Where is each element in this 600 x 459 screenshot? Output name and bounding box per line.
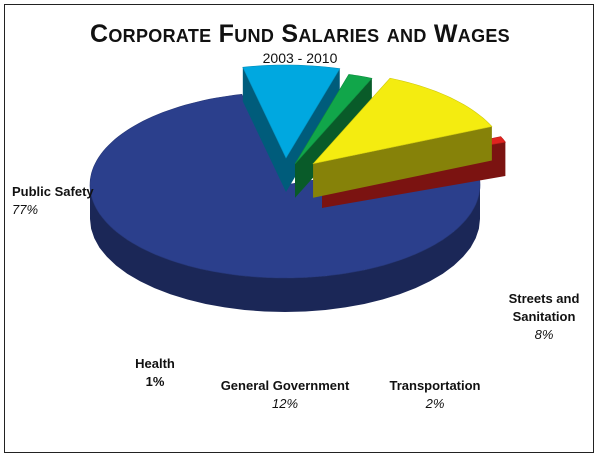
slice-cut-face: [313, 126, 492, 198]
chart-subtitle: 2003 - 2010: [262, 50, 338, 66]
slice-name-transportation: Transportation: [389, 378, 481, 393]
slice-percent-streets-sanitation: 8%: [534, 327, 554, 342]
slice-percent-general-government: 12%: [271, 396, 299, 411]
slice-top-face: [294, 74, 373, 165]
slice-percent-transportation: 2%: [425, 396, 445, 411]
label-public-safety: Public Safety 77%: [12, 183, 94, 219]
pie-slice-general-government: [312, 77, 493, 198]
slice-top-face: [312, 77, 493, 165]
slice-percent-health: 1%: [145, 374, 165, 389]
slice-top-face: [242, 64, 341, 159]
label-health: Health 1%: [120, 355, 190, 391]
slice-name-streets-sanitation: Streets and Sanitation: [508, 291, 580, 324]
slice-cut-face: [242, 67, 287, 193]
label-transportation: Transportation 2%: [380, 377, 490, 413]
label-streets-sanitation: Streets and Sanitation 8%: [498, 290, 590, 344]
slice-name-public-safety: Public Safety: [12, 184, 94, 199]
slice-name-general-government: General Government: [220, 378, 350, 393]
chart-title: Corporate Fund Salaries and Wages: [90, 20, 510, 48]
slice-name-health: Health: [135, 356, 175, 371]
slice-side-wall: [90, 185, 480, 312]
label-general-government: General Government 12%: [210, 377, 360, 413]
slice-percent-public-safety: 77%: [12, 202, 39, 217]
